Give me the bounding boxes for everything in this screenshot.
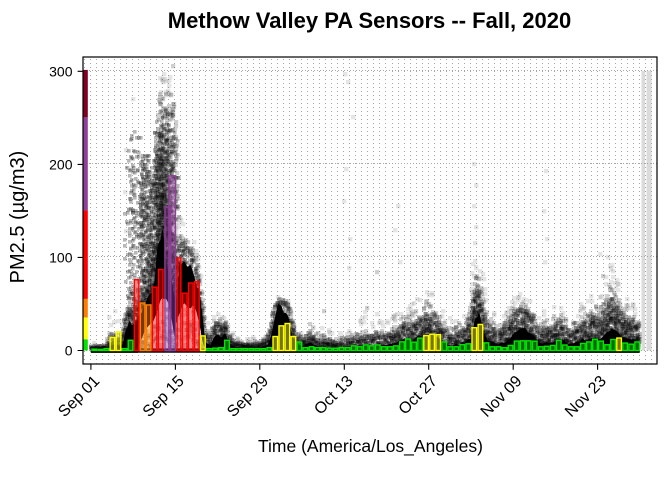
svg-text:300: 300 — [49, 63, 73, 79]
svg-text:0: 0 — [65, 343, 73, 359]
svg-text:Methow Valley PA Sensors -- Fa: Methow Valley PA Sensors -- Fall, 2020 — [168, 8, 571, 33]
svg-text:PM2.5 (µg/m3): PM2.5 (µg/m3) — [7, 151, 29, 284]
svg-text:100: 100 — [49, 249, 73, 265]
svg-text:Time (America/Los_Angeles): Time (America/Los_Angeles) — [258, 436, 483, 457]
svg-text:200: 200 — [49, 156, 73, 172]
